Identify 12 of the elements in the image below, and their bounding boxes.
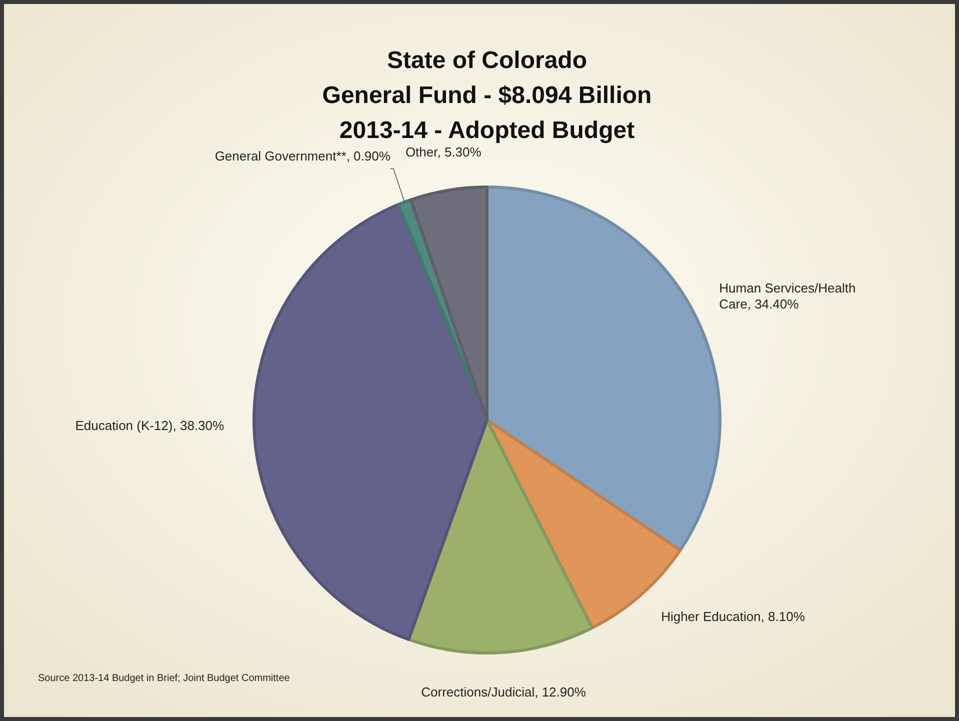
slice-label: Other, 5.30% [405, 144, 482, 160]
pie-slice [486, 186, 722, 552]
slice-label: Human Services/Health Care, 34.40% [719, 280, 856, 312]
slice-label: General Government**, 0.90% [214, 148, 391, 164]
source-note: Source 2013-14 Budget in Brief; Joint Budget Committee [38, 673, 290, 684]
chart-title: State of Colorado General Fund - $8.094 Billion 2013-14 - Adopted Budget [322, 47, 652, 144]
pie-slice [252, 202, 488, 641]
slice-label: Corrections/Judicial, 12.90% [421, 684, 586, 700]
slice-label: Education (K-12), 38.30% [75, 418, 225, 434]
slice-label: Higher Education, 8.10% [661, 609, 806, 624]
pie-slice [407, 418, 594, 654]
pie-slice [409, 186, 488, 422]
